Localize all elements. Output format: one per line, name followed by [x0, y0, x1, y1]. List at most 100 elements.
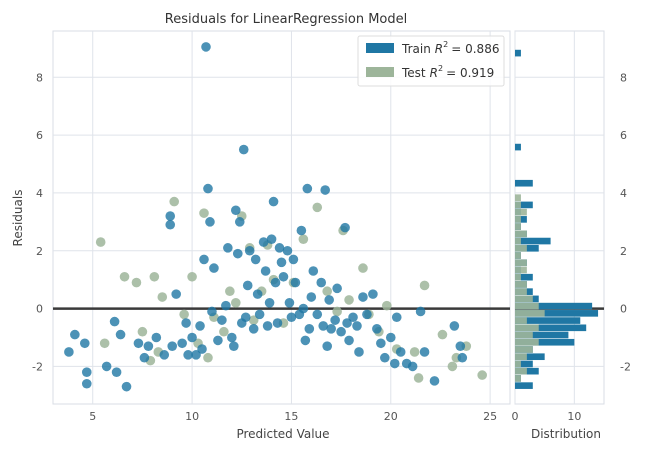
train-point — [133, 338, 144, 349]
train-point — [177, 338, 187, 349]
distribution-test-bar — [515, 194, 521, 201]
distribution-x-tick-label: 0 — [512, 410, 519, 423]
distribution-train-bar — [515, 273, 533, 281]
distribution-test-bar — [515, 223, 521, 230]
train-point — [143, 341, 154, 351]
train-point — [266, 234, 277, 244]
test-point — [99, 338, 110, 349]
train-point — [270, 277, 281, 288]
test-point — [95, 237, 106, 247]
train-point — [171, 289, 181, 299]
distribution-train-bar — [515, 143, 521, 151]
train-point — [231, 205, 241, 216]
legend: Train R2 = 0.886 Test R2 = 0.919 — [357, 35, 505, 87]
distribution-test-bar — [515, 360, 521, 368]
train-point — [342, 318, 352, 328]
train-point — [207, 306, 217, 317]
train-point — [372, 324, 382, 334]
legend-train-r: R — [435, 42, 443, 56]
train-point — [244, 245, 255, 256]
distribution-train-bar — [515, 324, 587, 332]
distribution-train-bar — [515, 179, 533, 187]
train-point — [344, 335, 354, 346]
legend-test-label: Test — [401, 66, 426, 80]
train-point — [201, 42, 211, 52]
distribution-test-bar — [515, 216, 521, 223]
distribution-test-bar — [515, 317, 527, 324]
train-point — [282, 245, 293, 256]
train-point — [290, 277, 301, 288]
train-point — [187, 332, 197, 343]
distribution-test-bar — [515, 375, 521, 382]
train-point — [352, 321, 362, 331]
train-point — [264, 297, 275, 308]
distribution-train-bar — [515, 317, 581, 324]
test-point — [137, 326, 148, 337]
test-point — [298, 234, 309, 244]
distribution-test-bar — [515, 367, 527, 375]
distribution-test-bar — [515, 259, 527, 267]
train-point — [64, 347, 74, 357]
train-point — [151, 332, 162, 343]
distribution-train-bar — [515, 201, 533, 209]
train-point — [258, 237, 269, 247]
train-point — [165, 219, 176, 230]
train-point — [101, 361, 112, 372]
train-point — [296, 225, 307, 236]
train-point — [407, 361, 418, 372]
train-point — [455, 341, 466, 351]
distribution-train-bar — [515, 382, 533, 389]
x-axis-title: Predicted Value — [236, 427, 329, 441]
distribution-test-bar — [515, 310, 545, 317]
train-point — [195, 321, 205, 331]
legend-box — [357, 35, 505, 87]
train-point — [348, 312, 358, 323]
distribution-train-bar — [515, 338, 575, 346]
distribution-test-bar — [515, 237, 521, 245]
distribution-x-tick-label: 10 — [567, 410, 581, 423]
distribution-test-bar — [515, 302, 539, 310]
train-point — [286, 312, 297, 323]
legend-train-r-exponent: 2 — [443, 40, 448, 49]
train-point — [362, 309, 372, 320]
train-point — [318, 321, 329, 331]
train-point — [254, 309, 265, 320]
distribution-y-tick-label: 0 — [620, 303, 627, 316]
train-point — [268, 196, 279, 207]
train-point — [81, 378, 92, 389]
train-point — [183, 350, 193, 360]
train-point — [205, 217, 215, 227]
train-point — [358, 292, 368, 302]
distribution-test-bar — [515, 281, 527, 288]
train-point — [159, 350, 170, 360]
legend-train-label: Train — [401, 42, 431, 56]
y-tick-label: -2 — [32, 360, 43, 373]
train-point — [332, 283, 342, 294]
train-point — [248, 324, 259, 334]
distribution-test-bar — [515, 208, 527, 216]
distribution-train-bar — [515, 331, 569, 339]
test-point — [203, 352, 213, 363]
distribution-test-bar — [515, 346, 533, 353]
legend-train-entry: Train R2 = 0.886 — [401, 40, 499, 56]
train-point — [121, 381, 132, 392]
distribution-test-bar — [515, 244, 527, 252]
test-point — [322, 286, 333, 297]
distribution-train-bar — [515, 353, 545, 361]
train-point — [209, 263, 219, 273]
test-point — [344, 295, 354, 305]
train-point — [272, 318, 283, 328]
x-tick-label: 25 — [483, 410, 497, 423]
train-point — [232, 248, 243, 259]
train-scatter-series — [64, 42, 468, 392]
train-point — [449, 321, 460, 331]
distribution-y-tick-label: -2 — [620, 360, 631, 373]
train-point — [288, 254, 299, 265]
y-tick-label: 6 — [36, 129, 43, 142]
legend-train-value: = 0.886 — [451, 42, 499, 56]
test-point — [157, 292, 168, 302]
train-point — [81, 367, 92, 377]
train-point — [165, 211, 176, 221]
